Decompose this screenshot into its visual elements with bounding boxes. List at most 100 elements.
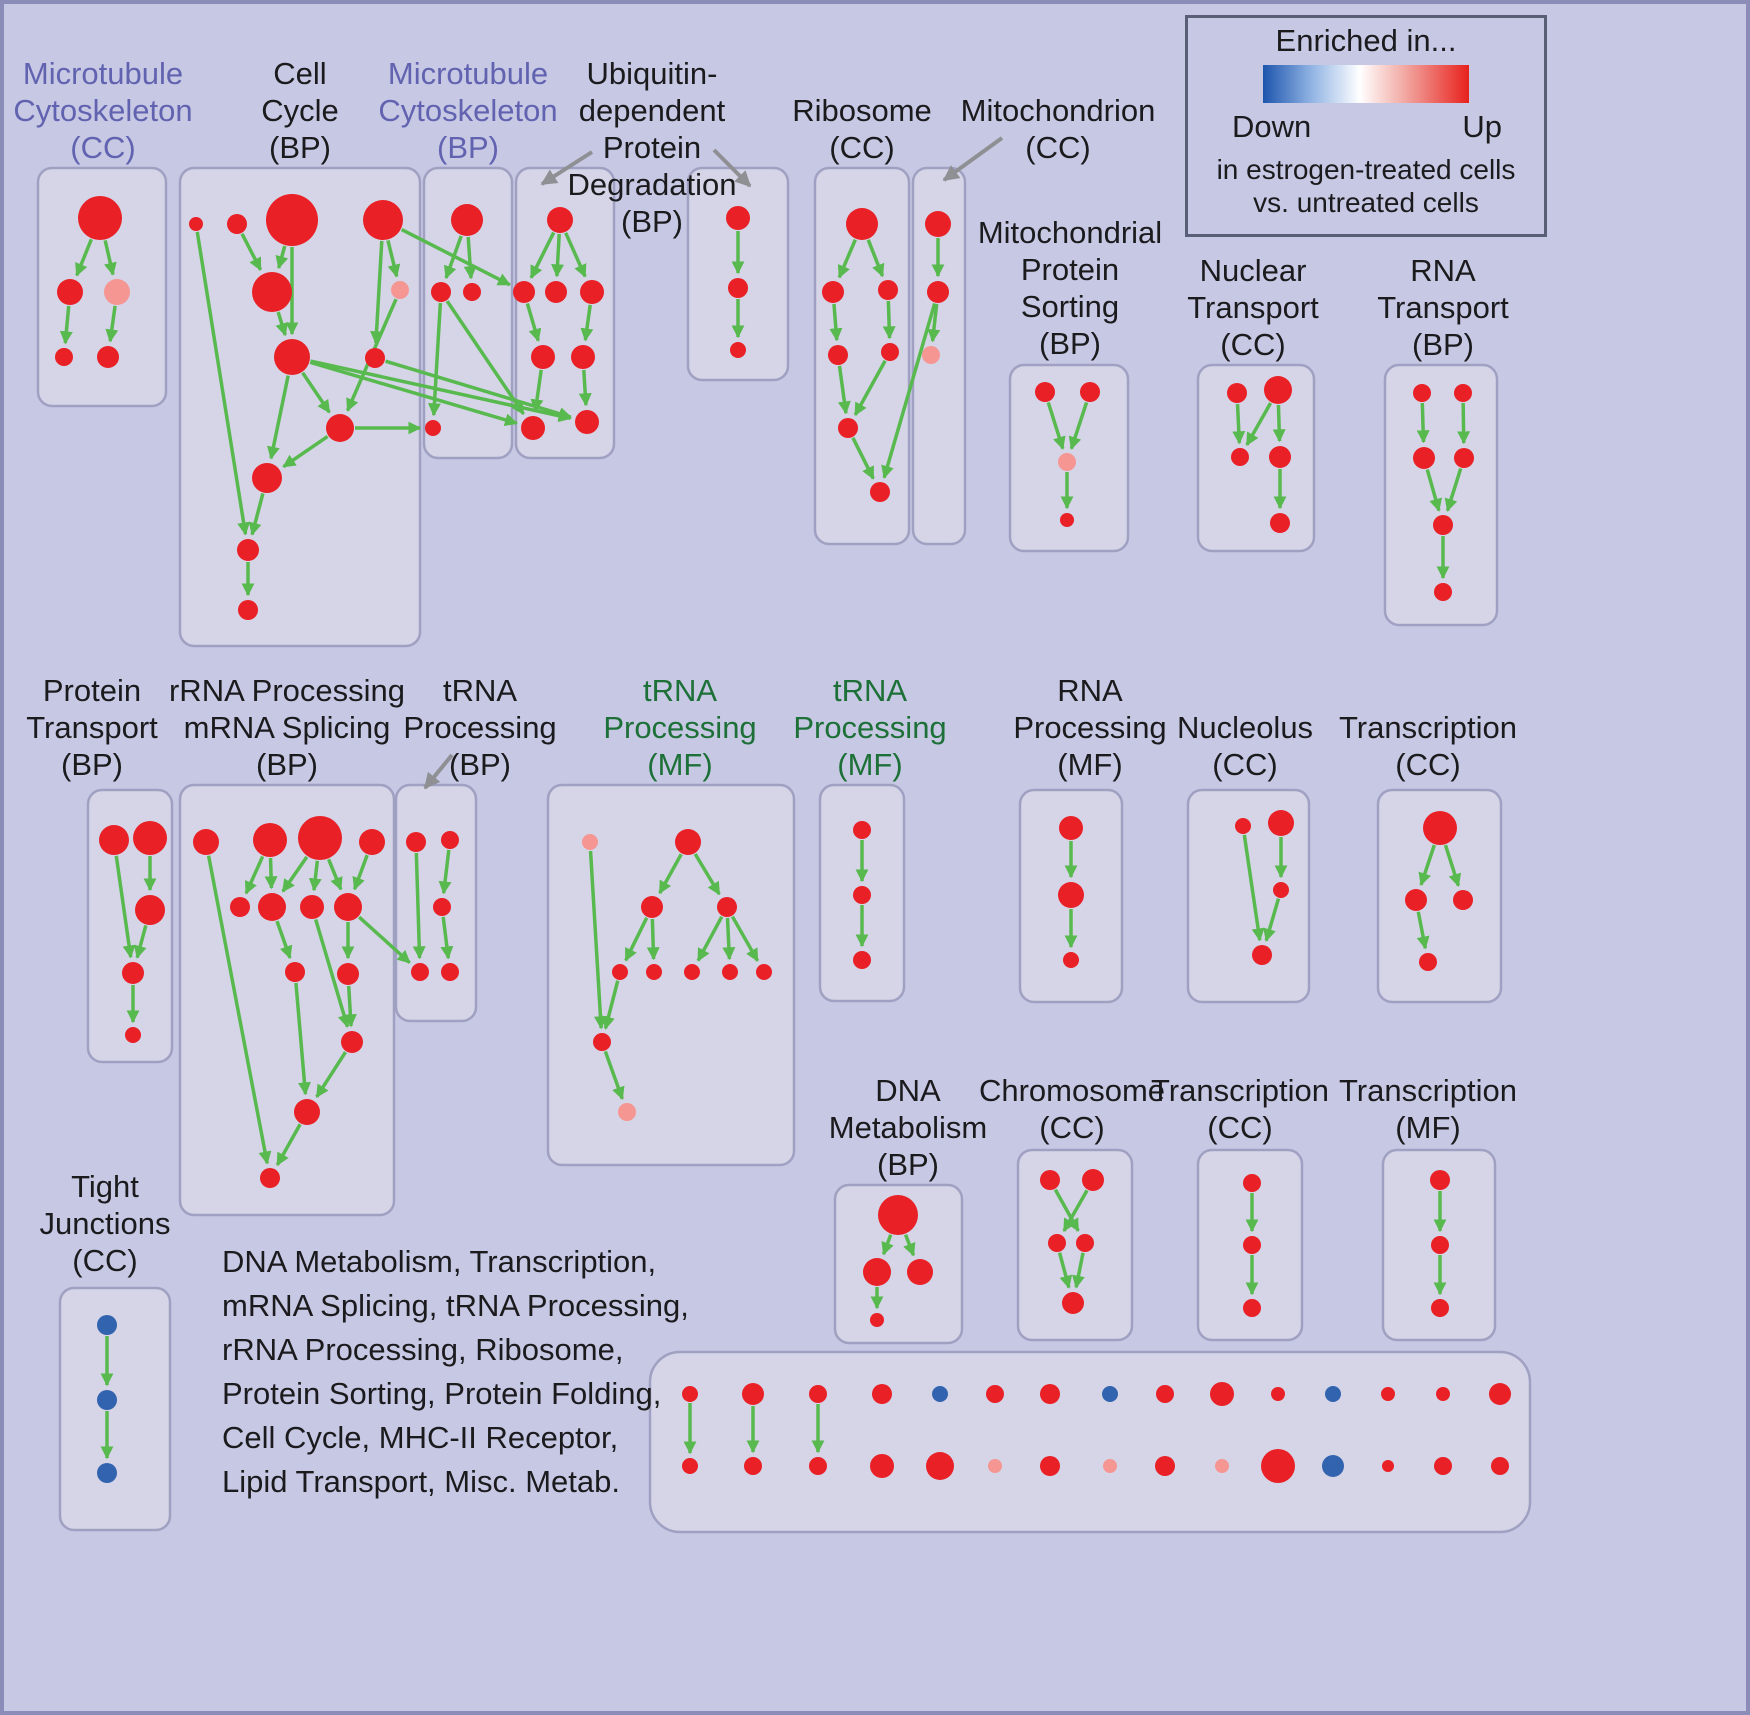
node-n32 <box>730 342 746 358</box>
node-n118 <box>1430 1170 1450 1190</box>
node-n63 <box>193 829 219 855</box>
node-t4 <box>872 1384 892 1404</box>
node-n71 <box>285 962 305 982</box>
node-n68 <box>258 893 286 921</box>
node-n80 <box>441 963 459 981</box>
edge-n22-n24 <box>551 233 565 278</box>
node-n34 <box>822 281 844 303</box>
node-t13 <box>1381 1387 1395 1401</box>
edge-n3-n5 <box>105 305 119 343</box>
node-n105 <box>1419 953 1437 971</box>
node-n31 <box>728 278 748 298</box>
node-n5 <box>97 346 119 368</box>
node-n49 <box>1231 448 1249 466</box>
node-n4 <box>55 348 73 366</box>
edge-n34-n36 <box>829 303 843 342</box>
node-n70 <box>334 893 362 921</box>
node-b14 <box>1434 1457 1452 1475</box>
node-b15 <box>1491 1457 1509 1475</box>
edge-n19-n28 <box>445 300 525 415</box>
footnote-line-5: Cell Cycle, MHC-II Receptor, <box>222 1420 619 1455</box>
node-n106 <box>878 1195 918 1235</box>
edge-n7-n10 <box>240 232 263 271</box>
panel-rrna-mrna <box>178 783 396 1217</box>
node-n42 <box>922 346 940 364</box>
node-n60 <box>135 895 165 925</box>
edge-n70-n79 <box>357 915 411 964</box>
edge-n83-n86 <box>646 918 660 961</box>
node-n16 <box>237 539 259 561</box>
node-b10 <box>1215 1459 1229 1473</box>
legend: Enriched in... Down Up in estrogen-treat… <box>1185 15 1547 237</box>
node-n10 <box>252 272 292 312</box>
node-n112 <box>1048 1234 1066 1252</box>
node-n48 <box>1264 376 1292 404</box>
node-n35 <box>878 280 898 300</box>
node-n85 <box>612 964 628 980</box>
node-t11 <box>1271 1387 1285 1401</box>
node-n11 <box>391 281 409 299</box>
node-n51 <box>1270 513 1290 533</box>
node-n104 <box>1453 890 1473 910</box>
node-n92 <box>853 821 871 839</box>
node-n18 <box>451 204 483 236</box>
node-n55 <box>1454 448 1474 468</box>
node-n98 <box>1235 818 1251 834</box>
node-n56 <box>1433 515 1453 535</box>
edge-n37-n38 <box>853 359 887 417</box>
node-t2 <box>742 1383 764 1405</box>
edge-n22-n25 <box>564 232 587 278</box>
edge-n22-n23 <box>529 231 556 279</box>
edge-n65-n69 <box>308 860 322 892</box>
edge-n12-n14 <box>301 371 331 414</box>
panel-nuclear-transport <box>1196 363 1316 553</box>
node-n46 <box>1060 513 1074 527</box>
node-n50 <box>1269 446 1291 468</box>
node-n40 <box>925 211 951 237</box>
edge-n12-n15 <box>267 375 290 460</box>
footnote-line-3: rRNA Processing, Ribosome, <box>222 1332 624 1367</box>
legend-up-label: Up <box>1462 109 1502 144</box>
node-n17 <box>238 600 258 620</box>
edge-n27-n29 <box>578 369 592 407</box>
node-n29 <box>575 410 599 434</box>
edge-n35-n37 <box>882 300 896 340</box>
node-n66 <box>359 829 385 855</box>
panel-nucleolus <box>1186 788 1311 1004</box>
node-n64 <box>253 823 287 857</box>
node-n54 <box>1413 447 1435 469</box>
node-n20 <box>463 283 481 301</box>
edge-n9-n11 <box>386 239 401 278</box>
node-n3 <box>104 279 130 305</box>
edge-n106-n107 <box>881 1234 894 1256</box>
edge-n2-n4 <box>59 305 73 345</box>
panel-tight-junctions <box>58 1286 172 1532</box>
edge-n44-n45 <box>1068 401 1089 450</box>
node-n52 <box>1413 384 1431 402</box>
edge-n84-n88 <box>722 917 736 961</box>
edge-n48-n50 <box>1272 404 1286 443</box>
edge-n18-n19 <box>443 235 463 280</box>
node-n47 <box>1227 383 1247 403</box>
node-n9 <box>363 200 403 240</box>
panel-chromosome <box>1016 1148 1134 1342</box>
edge-n69-n73 <box>314 918 351 1028</box>
pointer-arrow-microtubule-bp <box>540 150 594 186</box>
misc-categories-note: DNA Metabolism, Transcription, mRNA Spli… <box>222 1240 689 1504</box>
edge-n98-n101 <box>1242 834 1265 942</box>
node-n99 <box>1268 810 1294 836</box>
node-n86 <box>646 964 662 980</box>
edge-n48-n49 <box>1245 402 1273 446</box>
edge-n102-n104 <box>1443 844 1462 887</box>
node-n95 <box>1059 816 1083 840</box>
edge-n53-n55 <box>1457 402 1471 445</box>
node-b4 <box>870 1454 894 1478</box>
panel-misc <box>648 1350 1532 1534</box>
node-t7 <box>1040 1384 1060 1404</box>
node-n111 <box>1082 1169 1104 1191</box>
panel-microtubule-bp-a <box>422 166 514 460</box>
node-n62 <box>125 1027 141 1043</box>
node-n65 <box>298 816 342 860</box>
node-b9 <box>1155 1456 1175 1476</box>
edge-n82-n84 <box>693 853 721 896</box>
